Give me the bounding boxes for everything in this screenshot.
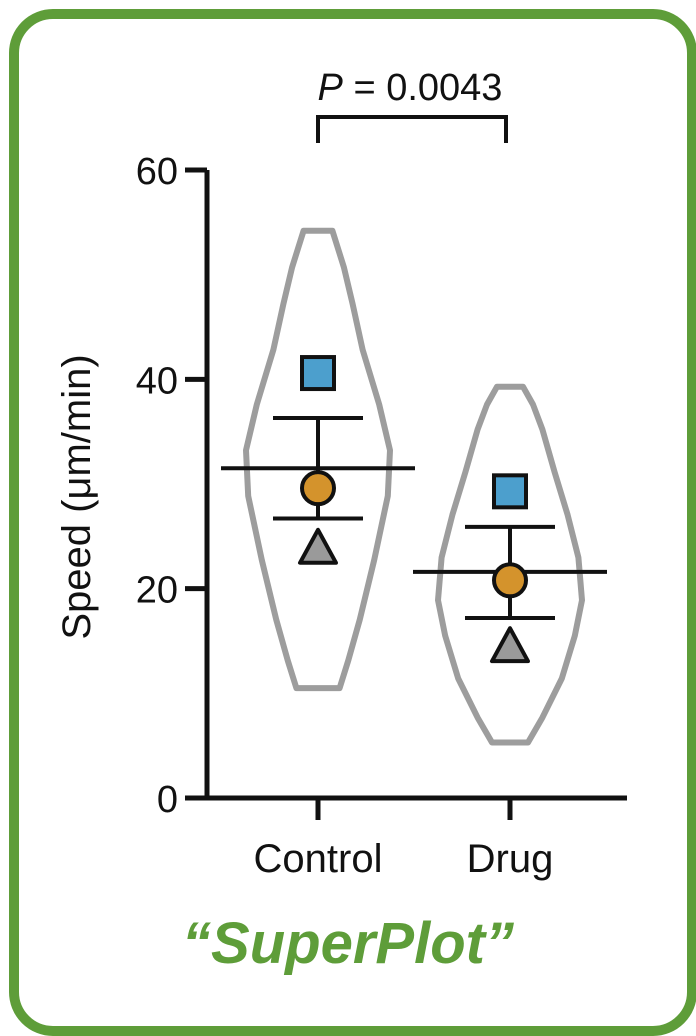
- replicate-circle-point: [300, 470, 336, 507]
- group-drug: [413, 383, 607, 746]
- replicate-square-point: [492, 473, 528, 510]
- group-control: [221, 227, 415, 692]
- green-frame: [9, 9, 696, 1036]
- y-tick-label: 60: [136, 151, 178, 193]
- p-value-label: P = 0.0043: [318, 67, 503, 109]
- replicate-circle-point: [492, 562, 528, 599]
- y-tick-label: 40: [136, 360, 178, 402]
- significance-bracket: [316, 115, 508, 143]
- violin-drug: [435, 383, 585, 746]
- x-tick-label: Drug: [467, 837, 554, 881]
- y-tick-label: 20: [136, 570, 178, 612]
- y-tick-label: 0: [157, 779, 178, 821]
- replicate-triangle-point: [490, 626, 530, 664]
- x-tick-label: Control: [254, 837, 383, 881]
- x-ticks: Control Drug: [254, 798, 554, 881]
- y-axis-label: Speed (μm/min): [55, 354, 99, 639]
- chart-title: “SuperPlot”: [182, 911, 514, 976]
- violin-control: [243, 227, 393, 692]
- groups: [221, 227, 607, 746]
- replicate-square-point: [300, 355, 336, 392]
- y-ticks: 0 20 40 60: [136, 151, 207, 821]
- replicate-triangle-point: [298, 527, 338, 565]
